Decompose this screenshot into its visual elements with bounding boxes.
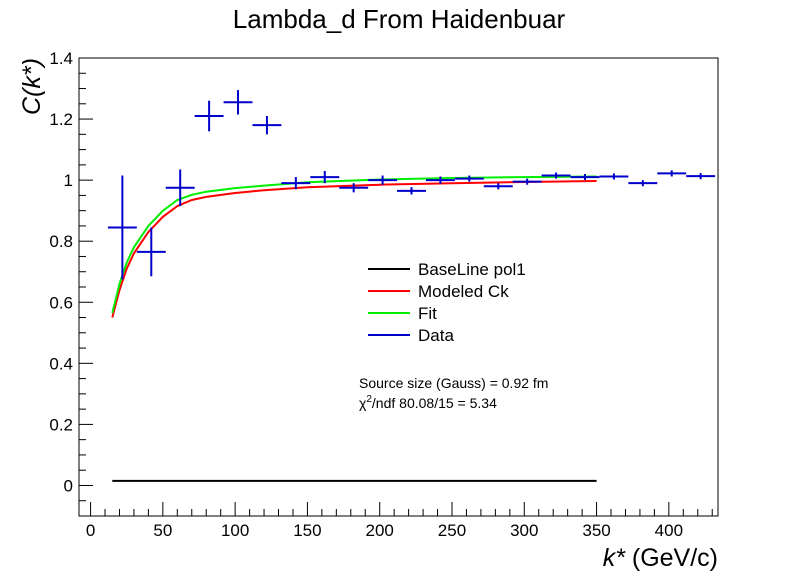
source-size-annotation: Source size (Gauss) = 0.92 fm: [359, 375, 548, 391]
y-axis-variable: C(k*): [18, 58, 46, 115]
data-point: [454, 175, 484, 182]
chi2-symbol: χ: [359, 395, 367, 411]
data-point: [599, 173, 629, 180]
y-tick-label: 0.4: [49, 354, 73, 373]
data-point: [194, 100, 224, 132]
data-point: [397, 187, 426, 195]
data-point: [252, 116, 282, 135]
y-tick-label: 1: [64, 171, 73, 190]
y-tick-label: 0.6: [49, 293, 73, 312]
x-tick-label: 300: [510, 521, 538, 540]
chi2-annotation: χ2/ndf 80.08/15 = 5.34: [359, 394, 497, 411]
data-point: [570, 174, 600, 181]
x-tick-label: 0: [86, 521, 95, 540]
annotations: Source size (Gauss) = 0.92 fm χ2/ndf 80.…: [359, 375, 548, 411]
plot-area: 0 50 100 150 200 250 300 350 400 0 0.2 0.4 0.6 0.8 1 1.…: [49, 49, 719, 540]
legend-label-fit: Fit: [418, 304, 437, 323]
data-point: [339, 183, 369, 193]
legend-label-modeled-ck: Modeled Ck: [418, 282, 509, 301]
data-point: [628, 180, 658, 187]
x-axis-variable: k*: [603, 544, 627, 572]
x-tick-label: 250: [438, 521, 466, 540]
data-point: [425, 176, 455, 184]
data-point: [223, 90, 253, 115]
y-tick-label: 0.8: [49, 232, 73, 251]
y-tick-label: 1.2: [49, 110, 73, 129]
legend-label-baseline-pol1: BaseLine pol1: [418, 260, 526, 279]
data-point: [165, 169, 195, 207]
x-tick-label: 400: [655, 521, 683, 540]
x-axis-title: k* (GeV/c): [603, 544, 718, 572]
y-axis-title: C(k*): [18, 58, 46, 115]
x-tick-label: 100: [221, 521, 249, 540]
data-point: [107, 175, 137, 280]
data-point: [512, 178, 542, 185]
data-point: [368, 175, 398, 185]
x-tick-label: 350: [582, 521, 610, 540]
chart-title: Lambda_d From Haidenbuar: [233, 4, 566, 34]
data-point: [281, 177, 311, 190]
series-line-fit: [111, 175, 597, 314]
x-axis-unit: (GeV/c): [625, 544, 718, 572]
y-tick-label: 1.4: [49, 49, 73, 68]
data-point: [310, 170, 340, 184]
data-point: [136, 227, 166, 277]
chi2-value: /ndf 80.08/15 = 5.34: [372, 395, 497, 411]
x-tick-label: 200: [366, 521, 394, 540]
series-line-modeled-ck: [111, 180, 597, 318]
legend-marker-fit: [387, 311, 391, 315]
x-tick-label: 50: [153, 521, 172, 540]
legend-label-data: Data: [418, 326, 454, 345]
chi2-superscript: 2: [366, 394, 372, 405]
x-tick-label: 150: [293, 521, 321, 540]
data-point: [657, 170, 687, 177]
data-point: [483, 183, 513, 190]
y-tick-label: 0.2: [49, 415, 73, 434]
data-point: [686, 173, 716, 180]
legend: BaseLine pol1 Modeled Ck Fit Data: [368, 260, 526, 345]
data-point: [541, 172, 571, 179]
y-tick-label: 0: [64, 476, 73, 495]
